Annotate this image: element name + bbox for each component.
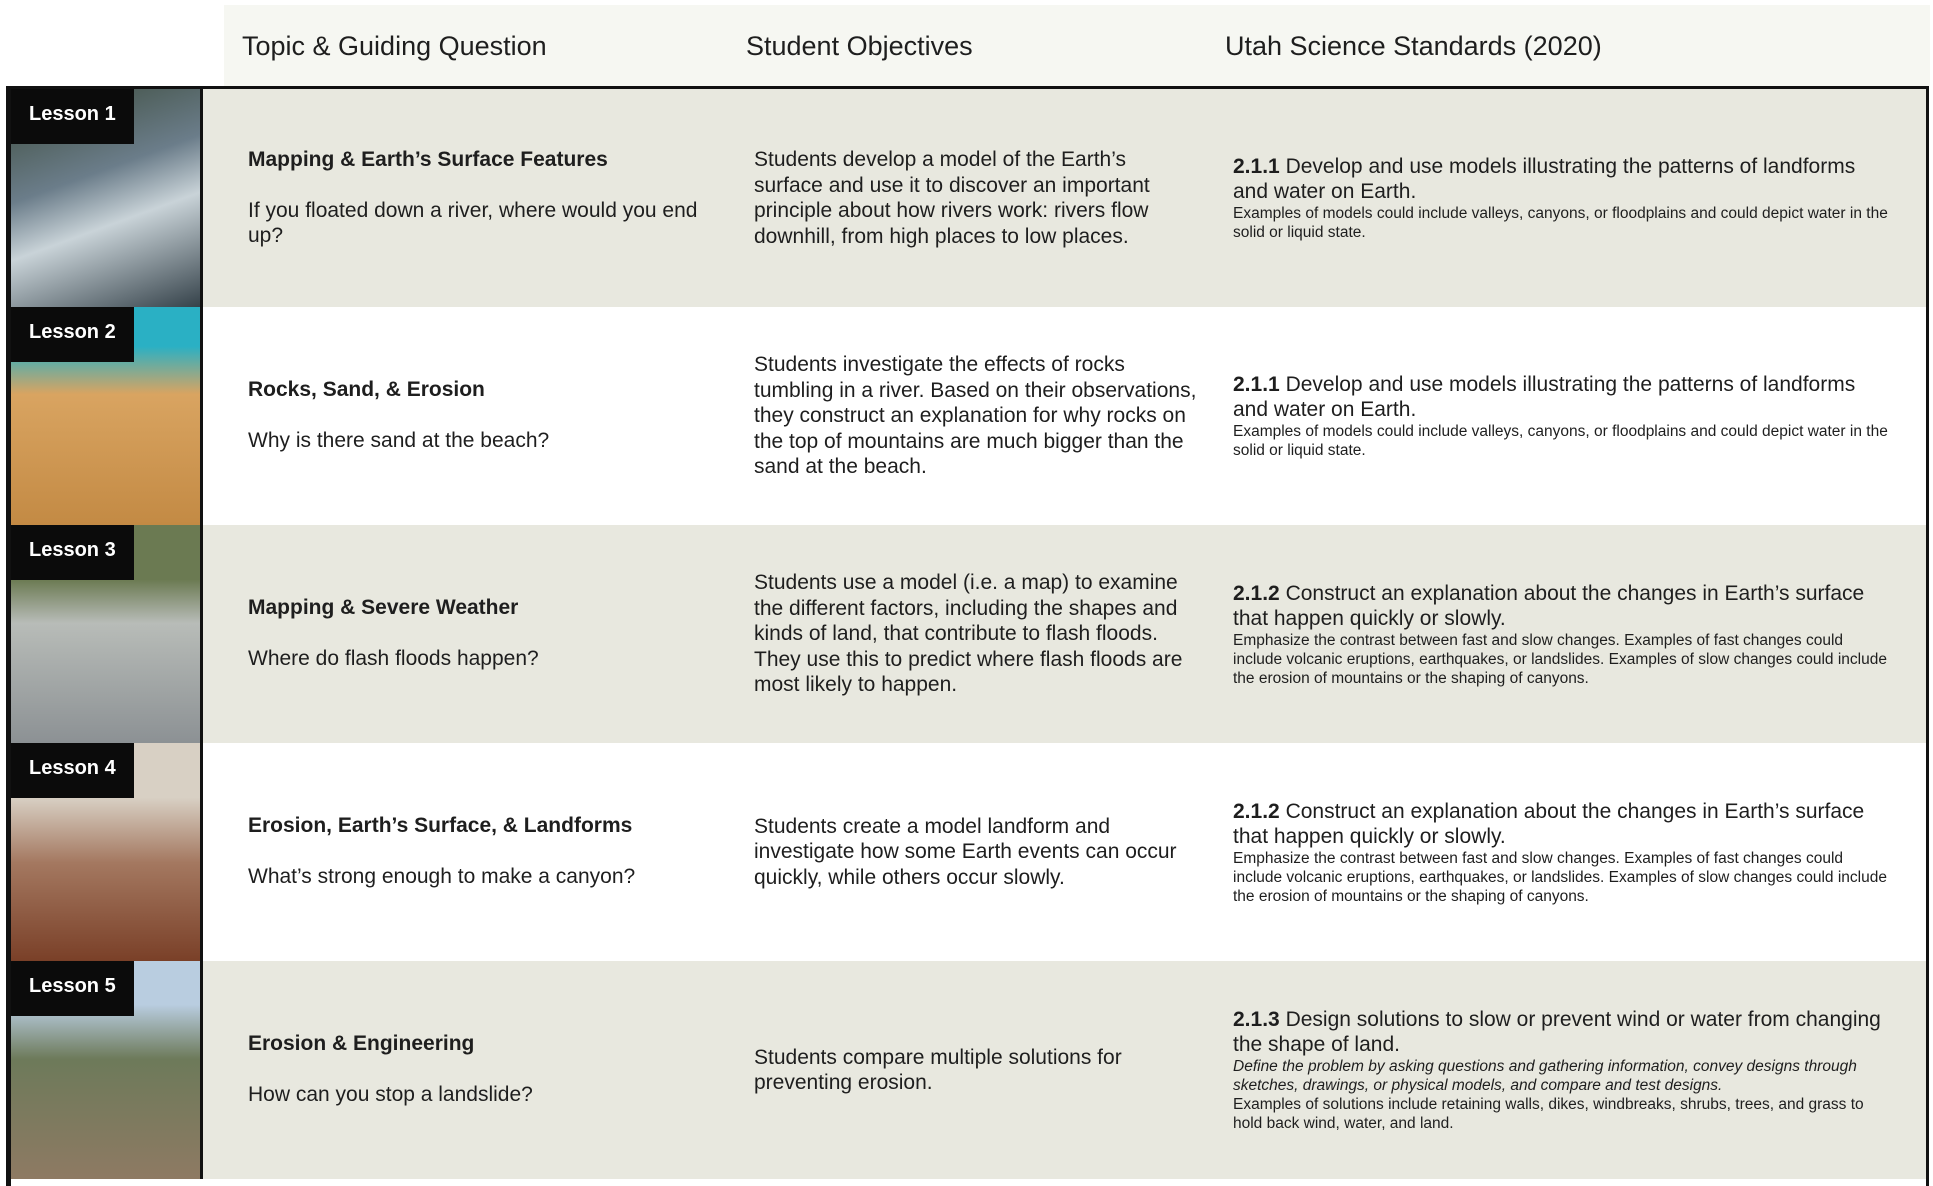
table-row: Lesson 3 Mapping & Severe Weather Where do… — [11, 525, 1926, 743]
table: Lesson 1 Mapping & Earth’s Surface Featur… — [6, 86, 1929, 1186]
objectives-cell: Students investigate the effects of rock… — [754, 353, 1197, 479]
standard-statement: 2.1.2 Construct an explanation about the… — [1233, 799, 1896, 849]
topic-cell: Erosion & Engineering How can you stop a … — [203, 961, 738, 1179]
standard-text: Develop and use models illustrating the … — [1233, 373, 1856, 421]
standard-detail-italic: Define the problem by asking questions a… — [1233, 1058, 1857, 1094]
standard-detail: Emphasize the contrast between fast and … — [1233, 631, 1887, 687]
standard-statement: 2.1.1 Develop and use models illustratin… — [1233, 372, 1896, 422]
standard-code: 2.1.3 — [1233, 1008, 1280, 1031]
standard-cell: 2.1.1 Develop and use models illustratin… — [1218, 307, 1926, 525]
column-header: Topic & Guiding Question — [242, 31, 547, 61]
topic-title: Erosion & Engineering — [248, 1032, 475, 1056]
lesson-image: Lesson 5 — [11, 961, 203, 1179]
standard-detail: Examples of models could include valleys… — [1233, 205, 1888, 241]
standard-statement: 2.1.2 Construct an explanation about the… — [1233, 581, 1896, 631]
table-row: Lesson 4 Erosion, Earth’s Surface, & Land… — [11, 743, 1926, 961]
topic-title: Mapping & Severe Weather — [248, 596, 519, 620]
topic-cell: Rocks, Sand, & Erosion Why is there sand … — [203, 307, 738, 525]
standard-detail: Emphasize the contrast between fast and … — [1233, 849, 1887, 905]
lesson-image: Lesson 1 — [11, 89, 203, 307]
guiding-question: Where do flash floods happen? — [248, 647, 539, 671]
standard-code: 2.1.1 — [1233, 155, 1280, 178]
column-header: Student Objectives — [746, 31, 973, 61]
standard-cell: 2.1.1 Develop and use models illustratin… — [1218, 89, 1926, 307]
objectives-cell: Students compare multiple solutions for … — [754, 1045, 1122, 1095]
table-row: Lesson 1 Mapping & Earth’s Surface Featur… — [11, 89, 1926, 307]
header: Topic & Guiding Question Student Objecti… — [224, 5, 1930, 86]
guiding-question: If you floated down a river, where would… — [248, 198, 698, 248]
lesson-label: Lesson 2 — [11, 307, 134, 362]
standard-text: Construct an explanation about the chang… — [1233, 581, 1865, 630]
standard-statement: 2.1.3 Design solutions to slow or preven… — [1233, 1007, 1896, 1057]
lesson-label: Lesson 5 — [11, 961, 134, 1016]
guiding-question: What’s strong enough to make a canyon? — [248, 865, 636, 889]
column-header: Utah Science Standards (2020) — [1225, 31, 1602, 61]
lesson-image: Lesson 2 — [11, 307, 203, 525]
topic-cell: Mapping & Earth’s Surface Features If you… — [203, 89, 738, 307]
standard-detail: Examples of solutions include retaining … — [1233, 1096, 1864, 1132]
lesson-image: Lesson 4 — [11, 743, 203, 961]
topic-title: Rocks, Sand, & Erosion — [248, 378, 485, 402]
topic-title: Mapping & Earth’s Surface Features — [248, 147, 608, 171]
standard-text: Construct an explanation about the chang… — [1233, 799, 1865, 848]
guiding-question: How can you stop a landslide? — [248, 1083, 533, 1107]
lesson-label: Lesson 1 — [11, 89, 134, 144]
lesson-image: Lesson 3 — [11, 525, 203, 743]
objectives-cell: Students develop a model of the Earth’s … — [754, 148, 1150, 248]
standard-text: Design solutions to slow or prevent wind… — [1233, 1008, 1881, 1056]
standard-code: 2.1.2 — [1233, 581, 1280, 605]
standard-cell: 2.1.2 Construct an explanation about the… — [1218, 743, 1926, 961]
standard-code: 2.1.1 — [1233, 373, 1280, 396]
standard-detail: Examples of models could include valleys… — [1233, 423, 1888, 459]
topic-title: Erosion, Earth’s Surface, & Landforms — [248, 814, 633, 838]
standard-code: 2.1.2 — [1233, 799, 1280, 823]
objectives-cell: Students create a model landform and inv… — [754, 814, 1177, 889]
topic-cell: Erosion, Earth’s Surface, & Landforms Wha… — [203, 743, 738, 961]
standard-cell: 2.1.3 Design solutions to slow or preven… — [1218, 961, 1926, 1179]
guiding-question: Why is there sand at the beach? — [248, 429, 550, 453]
objectives-cell: Students use a model (i.e. a map) to exa… — [754, 571, 1183, 697]
table-row: Lesson 2 Rocks, Sand, & Erosion Why is the… — [11, 307, 1926, 525]
standard-cell: 2.1.2 Construct an explanation about the… — [1218, 525, 1926, 743]
table-row: Lesson 5 Erosion & Engineering How can you… — [11, 961, 1926, 1179]
lesson-label: Lesson 4 — [11, 743, 134, 798]
standard-statement: 2.1.1 Develop and use models illustratin… — [1233, 154, 1896, 204]
topic-cell: Mapping & Severe Weather Where do flash f… — [203, 525, 738, 743]
standard-text: Develop and use models illustrating the … — [1233, 155, 1856, 203]
lesson-label: Lesson 3 — [11, 525, 134, 580]
